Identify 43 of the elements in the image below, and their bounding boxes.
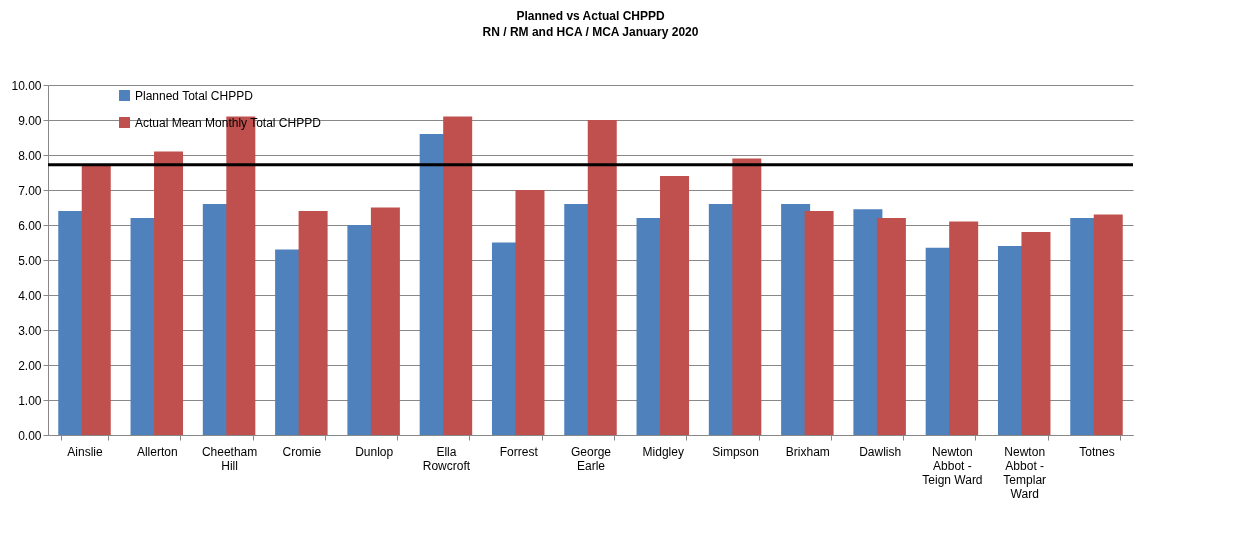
y-tick-label: 3.00	[18, 323, 42, 338]
bar	[587, 120, 617, 435]
bar	[732, 158, 762, 435]
x-tick-label: Ella Rowcroft	[422, 444, 471, 473]
y-tick-label: 9.00	[18, 113, 42, 128]
y-tick-label: 7.00	[18, 183, 42, 198]
x-tick-label: Midgley	[642, 444, 684, 459]
x-tick-label: Dawlish	[859, 444, 902, 459]
bar	[1021, 232, 1051, 435]
x-tick-label: Simpson	[712, 444, 759, 459]
y-tick-label: 10.00	[11, 78, 42, 93]
y-tick-label: 8.00	[18, 148, 42, 163]
chart-subtitle: RN / RM and HCA / MCA January 2020	[482, 25, 699, 39]
x-tick-label: Dunlop	[355, 444, 394, 459]
bar	[804, 211, 834, 435]
y-tick-label: 2.00	[18, 358, 42, 373]
legend-label: Planned Total CHPPD	[135, 88, 254, 103]
y-tick-label: 6.00	[18, 218, 42, 233]
bar	[515, 190, 545, 435]
x-tick-label: Totnes	[1079, 444, 1115, 459]
x-tick-label: George Earle	[570, 444, 612, 473]
y-tick-label: 0.00	[18, 428, 42, 443]
x-tick-label: Allerton	[136, 444, 178, 459]
y-tick-label: 4.00	[18, 288, 42, 303]
x-tick-label: Forrest	[499, 444, 539, 459]
y-tick-label: 1.00	[18, 393, 42, 408]
bar	[443, 116, 473, 435]
y-tick-label: 5.00	[18, 253, 42, 268]
chart-title: Planned vs Actual CHPPD	[516, 9, 665, 23]
bar	[81, 165, 111, 435]
x-tick-label: Cheetham Hill	[201, 444, 258, 473]
bar	[949, 221, 979, 435]
bar	[876, 218, 906, 435]
bar	[298, 211, 328, 435]
bar	[370, 207, 400, 435]
x-tick-label: Cromie	[282, 444, 322, 459]
x-tick-label: Newton Abbot - Teign Ward	[922, 444, 983, 487]
bar	[154, 151, 184, 435]
bar	[660, 176, 690, 435]
x-tick-label: Newton Abbot - Templar Ward	[1003, 444, 1047, 501]
x-tick-label: Ainslie	[67, 444, 103, 459]
bar	[1093, 214, 1123, 435]
x-tick-label: Brixham	[785, 444, 830, 459]
